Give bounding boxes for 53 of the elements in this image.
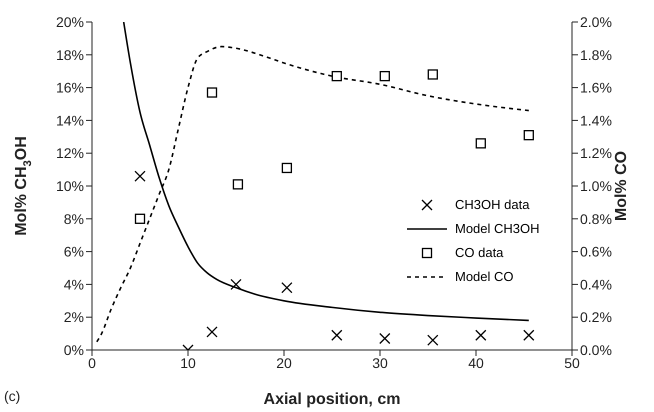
point — [282, 162, 292, 174]
y-tick-label: 14% — [56, 112, 84, 128]
y2-tick-label: 1.0% — [580, 178, 612, 194]
y2-tick-label: 1.2% — [580, 145, 612, 162]
text: (c) — [4, 388, 20, 404]
point — [523, 330, 534, 341]
y-tick-label: 16% — [56, 80, 84, 96]
y2-tick-label: 1.6% — [580, 80, 612, 96]
point — [332, 70, 342, 82]
x-tick-label: 40 — [468, 354, 484, 371]
point — [524, 130, 534, 140]
point — [206, 326, 218, 338]
y2-tick-label: 0.8% — [580, 210, 612, 227]
y-tick-label: 10% — [56, 178, 84, 194]
legend-label: CH3OH data — [455, 196, 530, 214]
y-tick-label: 0% — [64, 342, 84, 358]
point — [427, 334, 438, 346]
point — [379, 332, 390, 344]
point — [475, 330, 486, 341]
point — [281, 282, 293, 294]
legend-label: CO data — [455, 244, 504, 262]
x-tick-label: 30 — [372, 354, 388, 371]
x-tick-label: 50 — [564, 354, 580, 371]
y-tick-label: 20% — [56, 14, 84, 30]
y2-tick-label: 0.2% — [580, 309, 612, 326]
point — [134, 170, 146, 182]
y-tick-label: 12% — [56, 145, 84, 162]
y2-tick-label: 1.8% — [580, 46, 612, 63]
y-tick-label: 18% — [56, 46, 84, 63]
point — [230, 278, 242, 290]
point — [206, 87, 218, 98]
point — [380, 70, 390, 82]
point — [331, 330, 342, 341]
y-tick-label: 2% — [64, 309, 84, 326]
legend-label: Model CH3OH — [455, 220, 540, 238]
y2-tick-label: 0.4% — [580, 276, 612, 292]
y-tick-label: 4% — [64, 276, 84, 292]
legend-label: Model CO — [455, 268, 514, 286]
x-tick-label: 0 — [88, 354, 96, 371]
point — [232, 179, 244, 190]
x-axis-title: Axial position, cm — [264, 391, 400, 408]
y2-tick-label: 0.6% — [580, 244, 612, 260]
y-tick-label: 8% — [64, 210, 84, 227]
x-tick-label: 20 — [276, 354, 292, 371]
y2-tick-label: 2.0% — [580, 14, 612, 30]
point — [134, 214, 146, 224]
point — [476, 138, 486, 149]
point — [428, 69, 438, 80]
y-tick-label: 6% — [64, 244, 84, 260]
y2-axis-title: Mol% CO — [613, 150, 630, 222]
y2-tick-label: 0.0% — [580, 342, 612, 358]
x-tick-label: 10 — [180, 354, 196, 371]
y2-tick-label: 1.4% — [580, 112, 612, 128]
